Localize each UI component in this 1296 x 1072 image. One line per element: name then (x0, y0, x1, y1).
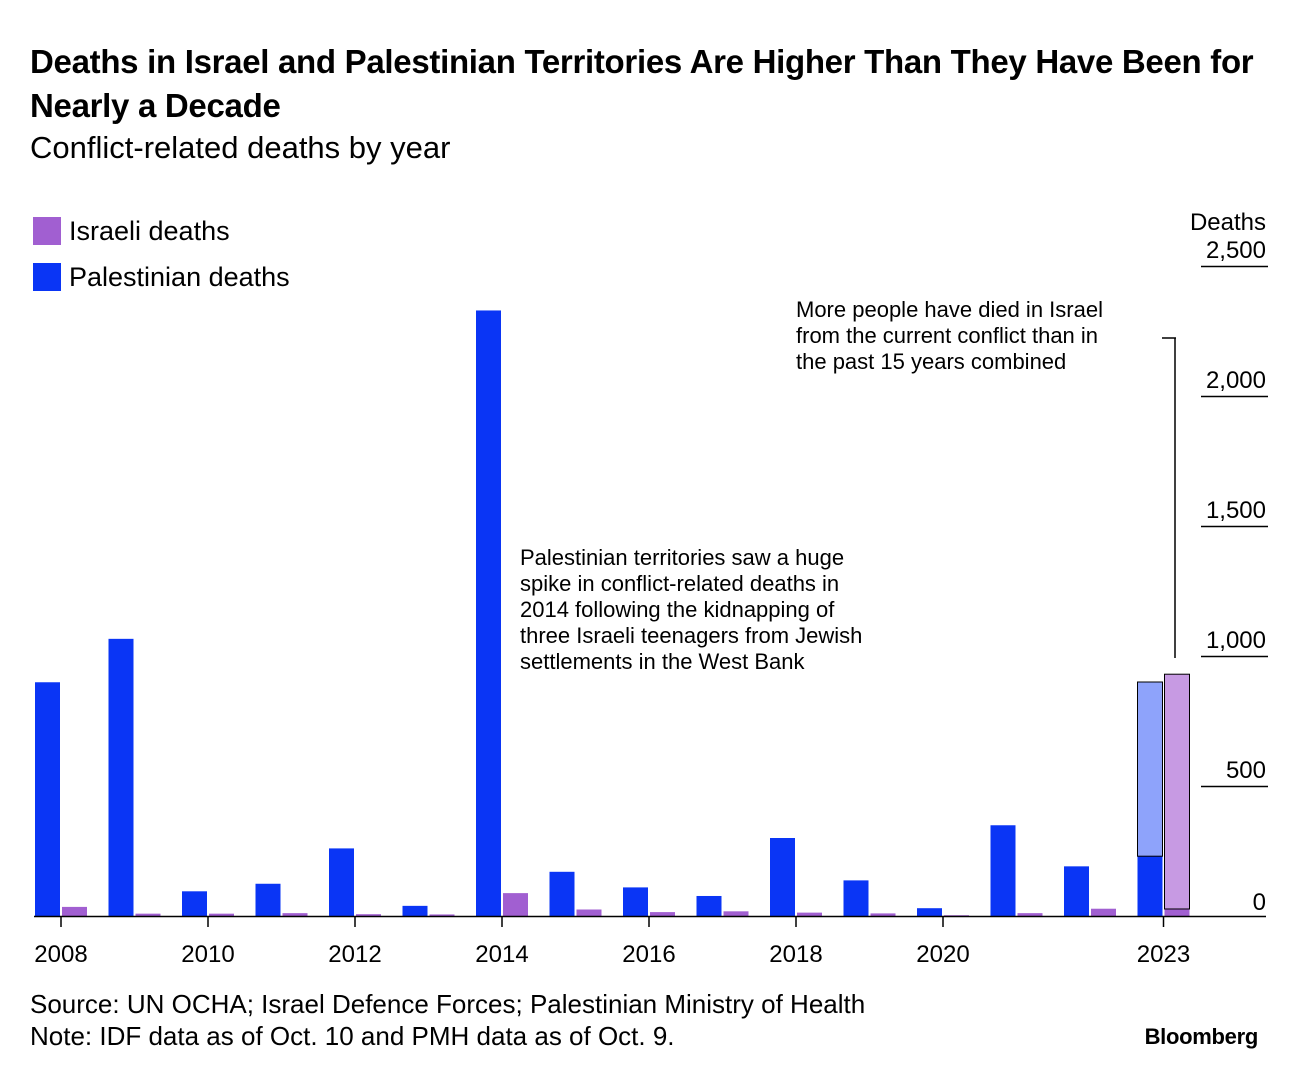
annotation-2014-line-1: spike in conflict-related deaths in (520, 571, 839, 596)
palestinian-bar-2016 (623, 887, 648, 916)
x-tick-label-2016: 2016 (622, 941, 675, 968)
israeli-bar-2023-current (1164, 673, 1190, 910)
palestinian-bar-2023-current (1137, 681, 1163, 857)
y-tick-label-1000: 1,000 (1206, 627, 1266, 654)
annotation-2014-line-3: three Israeli teenagers from Jewish (520, 623, 862, 648)
israeli-bar-2008 (62, 906, 87, 916)
palestinian-bar-2019 (843, 880, 869, 916)
israeli-bar-2018 (797, 912, 822, 916)
chart-subtitle: Conflict-related deaths by year (30, 130, 451, 165)
x-tick-label-2010: 2010 (181, 941, 234, 968)
israeli-bar-2022 (1091, 908, 1116, 916)
palestinian-bar-2023 (1137, 856, 1163, 916)
palestinian-bar-2018 (770, 838, 795, 916)
y-axis-title: Deaths (1190, 209, 1266, 236)
israeli-bar-2021 (1017, 913, 1043, 916)
palestinian-bar-2011 (255, 883, 281, 916)
israeli-bar-2011 (282, 913, 308, 916)
annotation-2023-line-1: from the current conflict than in (796, 323, 1098, 348)
bloomberg-logo: Bloomberg (1144, 1024, 1259, 1049)
israeli-bar-2019 (870, 913, 896, 916)
note-text: Note: IDF data as of Oct. 10 and PMH dat… (30, 1021, 675, 1051)
legend-label-palestinian: Palestinian deaths (69, 261, 290, 292)
israeli-bar-2013 (429, 914, 455, 916)
palestinian-bar-2010 (182, 891, 207, 916)
israeli-bar-2010 (209, 913, 234, 916)
palestinian-bar-2013 (402, 905, 428, 916)
israeli-bar-2020 (944, 915, 969, 916)
palestinian-bar-2020 (917, 908, 942, 916)
y-tick-label-1500: 1,500 (1206, 497, 1266, 524)
legend-swatch-israeli (33, 217, 61, 245)
x-tick-label-2008: 2008 (34, 941, 87, 968)
x-tick-label-2018: 2018 (769, 941, 822, 968)
palestinian-bar-2012 (329, 848, 354, 916)
y-tick-label-500: 500 (1226, 757, 1266, 784)
y-tick-label-2500: 2,500 (1206, 237, 1266, 264)
palestinian-bar-2022 (1064, 866, 1089, 916)
y-tick-label-2000: 2,000 (1206, 367, 1266, 394)
annotation-2023-line-0: More people have died in Israel (796, 297, 1103, 322)
israeli-bar-2012 (356, 914, 381, 916)
palestinian-bar-2021 (990, 825, 1016, 916)
chart-title: Deaths in Israel and Palestinian Territo… (30, 43, 1254, 124)
israeli-bar-2009 (135, 913, 161, 916)
palestinian-bar-2015 (549, 871, 575, 916)
israeli-bar-2017 (723, 911, 749, 916)
annotation-2014-line-0: Palestinian territories saw a huge (520, 545, 844, 570)
footer: Source: UN OCHA; Israel Defence Forces; … (30, 988, 865, 1052)
legend-swatch-palestinian (33, 263, 61, 291)
y-tick-label-0: 0 (1253, 889, 1266, 916)
israeli-bar-2016 (650, 912, 675, 916)
x-tick-label-2014: 2014 (475, 941, 528, 968)
annotation-2014-line-2: 2014 following the kidnapping of (520, 597, 835, 622)
israeli-bar-2023 (1164, 908, 1190, 916)
annotation-2014-line-4: settlements in the West Bank (520, 649, 806, 674)
x-tick-label-2020: 2020 (916, 941, 969, 968)
x-tick-label-2023: 2023 (1137, 941, 1190, 968)
legend-item-israeli: Israeli deaths (33, 208, 290, 254)
israeli-bar-2014 (503, 893, 528, 916)
legend-label-israeli: Israeli deaths (69, 215, 230, 246)
legend: Israeli deaths Palestinian deaths (33, 208, 290, 300)
annotation-2023-line-2: the past 15 years combined (796, 349, 1066, 374)
palestinian-bar-2009 (108, 638, 134, 916)
palestinian-bar-2014 (476, 310, 501, 917)
legend-item-palestinian: Palestinian deaths (33, 254, 290, 300)
source-text: Source: UN OCHA; Israel Defence Forces; … (30, 989, 866, 1019)
palestinian-bar-2008 (35, 682, 60, 916)
x-tick-label-2012: 2012 (328, 941, 381, 968)
palestinian-bar-2017 (696, 895, 722, 916)
israeli-bar-2015 (576, 909, 602, 916)
